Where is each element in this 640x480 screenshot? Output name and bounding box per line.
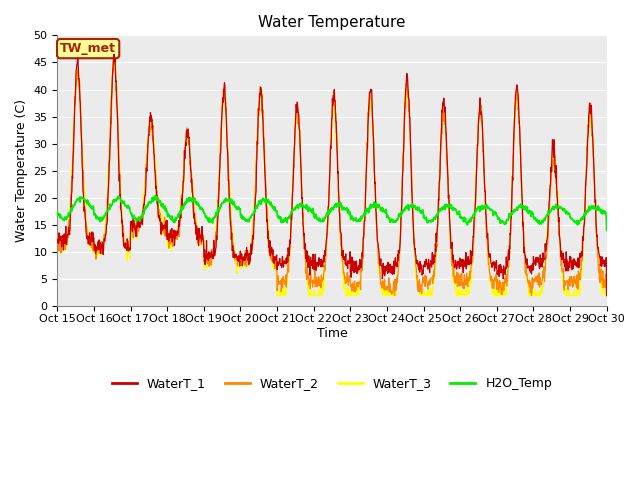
Y-axis label: Water Temperature (C): Water Temperature (C) [15, 99, 28, 242]
Title: Water Temperature: Water Temperature [259, 15, 406, 30]
Legend: WaterT_1, WaterT_2, WaterT_3, H2O_Temp: WaterT_1, WaterT_2, WaterT_3, H2O_Temp [107, 372, 557, 396]
X-axis label: Time: Time [317, 327, 348, 340]
Text: TW_met: TW_met [60, 42, 116, 55]
